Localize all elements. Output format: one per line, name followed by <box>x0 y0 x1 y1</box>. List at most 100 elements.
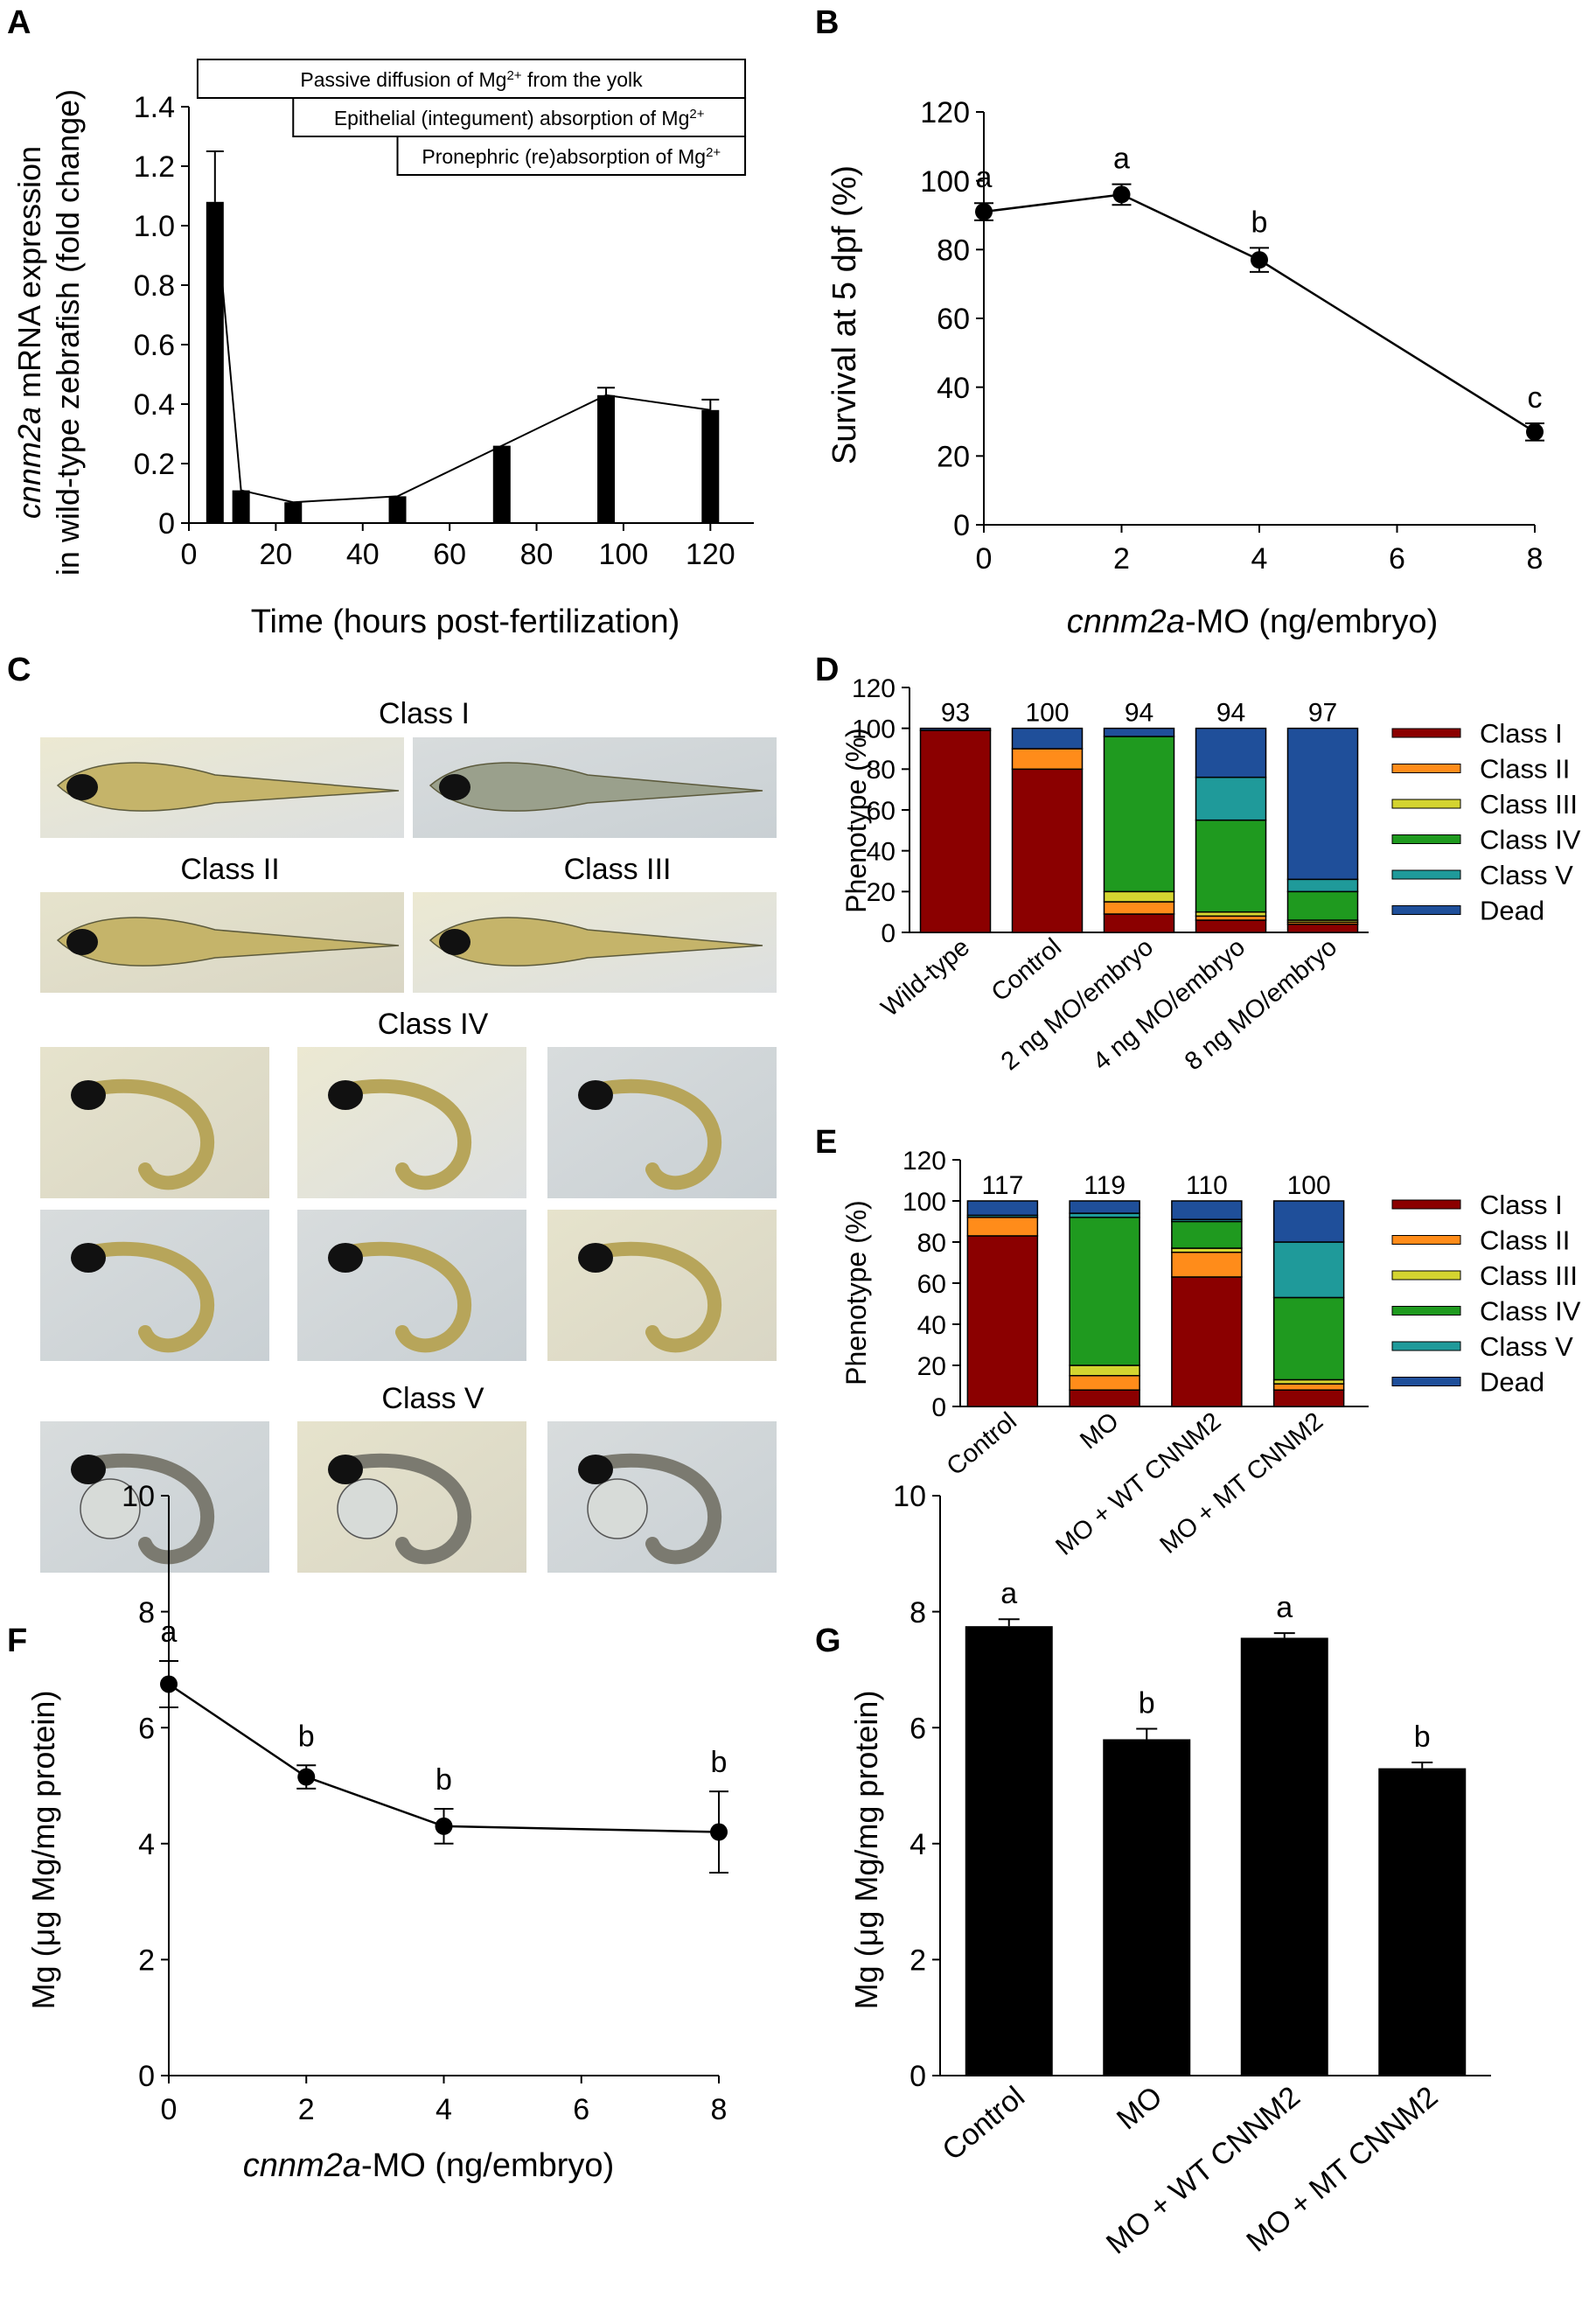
data-point <box>1112 185 1131 204</box>
stack-segment <box>1171 1220 1243 1249</box>
legend-label: Dead <box>1480 896 1544 926</box>
bar <box>597 394 616 523</box>
larva-body <box>584 1453 722 1565</box>
n-label: 94 <box>1125 699 1153 728</box>
legend-label: Class I <box>1480 1190 1563 1220</box>
bar <box>701 409 720 523</box>
y-tick-label: 120 <box>903 1147 946 1176</box>
y-tick-label: 1.0 <box>134 210 175 243</box>
significance-letter: a <box>976 161 993 194</box>
larva-curled <box>578 1453 722 1565</box>
n-label: 119 <box>1084 1171 1126 1200</box>
larva-eye <box>578 1243 613 1273</box>
annotation-text: Epithelial (integument) absorption of Mg… <box>334 107 705 130</box>
annotation-main: Passive diffusion of Mg <box>300 68 506 91</box>
panel-f-ylabel: Mg (μg Mg/mg protein) <box>25 1691 61 2010</box>
panel-letter-f: F <box>7 1623 27 1659</box>
x-tick-label: 20 <box>259 538 292 571</box>
annotation-main: Pronephric (re)absorption of Mg <box>422 145 706 168</box>
bar <box>965 1626 1053 2076</box>
stack-segment <box>1171 1276 1243 1407</box>
category-label: MO <box>1075 1407 1124 1455</box>
x-tick-label: 0 <box>976 542 993 576</box>
y-tick-label: 8 <box>910 1596 926 1630</box>
data-point <box>160 1675 178 1693</box>
annotation-sup: 2+ <box>506 68 521 83</box>
legend-swatch <box>1391 764 1461 773</box>
annotation-box <box>292 97 747 137</box>
x-tick-label: 4 <box>436 2093 452 2126</box>
significance-letter: b <box>711 1746 728 1779</box>
y-tick-label: 40 <box>917 1311 946 1340</box>
panel-c-photos: Class I Class II Class III Class IV Clas… <box>40 697 777 1573</box>
stack-segment <box>966 1217 1039 1237</box>
y-tick-label: 10 <box>893 1480 926 1513</box>
x-tick-label: 4 <box>1251 542 1268 576</box>
larva-curled <box>328 1241 472 1353</box>
panel-b-xlabel: cnnm2a-MO (ng/embryo) <box>1067 604 1438 640</box>
stack-segment <box>1103 901 1175 915</box>
stack-segment <box>1069 1389 1140 1407</box>
n-label: 94 <box>1216 699 1245 728</box>
larva-eye <box>439 774 470 800</box>
stack-segment <box>1069 1217 1140 1366</box>
panel-d-chart: 02040608010012093Wild-type100Control942 … <box>852 674 1369 1076</box>
legend-label: Class III <box>1480 1260 1578 1291</box>
y-tick-label: 60 <box>917 1270 946 1299</box>
x-tick-label: 8 <box>1527 542 1544 576</box>
panel-letter-c: C <box>7 652 31 688</box>
panel-f-xlabel: cnnm2a-MO (ng/embryo) <box>243 2147 614 2184</box>
larva-edema <box>80 1478 141 1539</box>
panel-a-xlabel: Time (hours post-fertilization) <box>251 604 680 640</box>
legend-swatch <box>1391 905 1461 915</box>
stack-segment <box>966 1200 1039 1217</box>
larva-body <box>584 1078 722 1190</box>
larva-curled <box>578 1078 722 1190</box>
y-tick-label: 6 <box>910 1712 926 1745</box>
category-label: 2 ng MO/embryo <box>996 933 1159 1076</box>
legend-label: Class III <box>1480 789 1578 820</box>
bar <box>1378 1768 1467 2076</box>
panel-a-chart: 0 0.2 0.4 0.6 0.8 1.0 1.2 1.4 0 20 40 60 80 100 120 Pas… <box>134 59 754 571</box>
panel-a-ylabel-line2: in wild-type zebrafish (fold change) <box>50 89 86 576</box>
stack-segment <box>1272 1389 1345 1407</box>
bar <box>232 490 250 523</box>
bar <box>1103 1739 1191 2076</box>
legend-swatch <box>1391 799 1461 809</box>
data-point <box>710 1823 728 1841</box>
x-tick-label: 0 <box>181 538 198 571</box>
significance-letter: a <box>161 1616 178 1649</box>
larva-body <box>77 1241 215 1353</box>
larva-eye <box>66 929 98 955</box>
legend-label: Class V <box>1480 1331 1573 1362</box>
series-line <box>983 193 1536 433</box>
panel-f-xlabel-rest: -MO (ng/embryo) <box>361 2147 614 2184</box>
legend-label: Class IV <box>1480 1296 1581 1327</box>
significance-letter: a <box>1000 1577 1017 1610</box>
larva-curled <box>71 1453 215 1565</box>
x-tick-label: 100 <box>599 538 649 571</box>
stack-segment <box>1171 1252 1243 1278</box>
significance-letter: b <box>436 1763 452 1797</box>
stack-segment <box>919 727 992 731</box>
y-tick-label: 0 <box>138 2060 155 2093</box>
larva-eye <box>439 929 470 955</box>
stack-segment <box>1195 819 1267 913</box>
y-tick-label: 6 <box>138 1712 155 1745</box>
x-tick-label: 6 <box>573 2093 589 2126</box>
legend-label: Dead <box>1480 1367 1544 1398</box>
legend-label: Class II <box>1480 1225 1570 1256</box>
category-label: Control <box>942 1407 1022 1482</box>
panel-b-ylabel: Survival at 5 dpf (%) <box>826 165 863 464</box>
n-label: 97 <box>1308 699 1337 728</box>
y-tick-label: 120 <box>852 674 896 703</box>
class-v-title: Class V <box>381 1382 484 1415</box>
larva-curled <box>71 1078 215 1190</box>
legend-swatch <box>1391 1235 1461 1245</box>
y-tick-label: 60 <box>937 303 970 336</box>
legend-label: Class II <box>1480 754 1570 785</box>
y-tick-label: 0.4 <box>134 388 175 422</box>
larva-body <box>429 917 763 967</box>
annotation-text: Pronephric (re)absorption of Mg2+ <box>422 145 721 169</box>
class-i-title: Class I <box>379 697 470 730</box>
